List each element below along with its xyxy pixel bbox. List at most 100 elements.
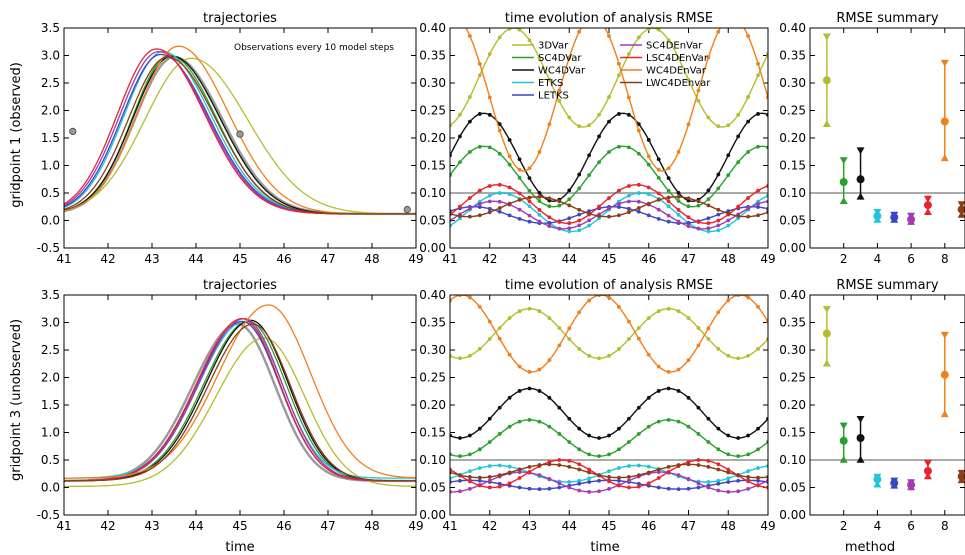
rmse-marker-wc4denvar — [507, 352, 512, 357]
y-tick-label: 0.35 — [419, 316, 446, 330]
rmse-marker-wc4dvar — [646, 138, 651, 142]
rmse-marker-wc4denvar — [716, 29, 721, 34]
x-tick-label: 44 — [562, 519, 577, 533]
rmse-marker-letks — [626, 206, 631, 211]
rmse-marker-wc4dvar — [527, 386, 532, 391]
rmse-marker-lwc4denvar — [527, 195, 532, 200]
rmse-marker-sc4dvar — [636, 151, 641, 156]
rmse-marker-sc4dvar — [587, 173, 592, 178]
rmse-marker-lsc4denvar — [696, 458, 701, 462]
rmse-marker-sc4dvar — [726, 452, 731, 457]
rmse-marker-sc4dvar — [696, 432, 701, 436]
y-tick-label: 0.40 — [779, 288, 806, 302]
rmse-marker-lwc4denvar — [497, 473, 502, 478]
x-tick-label: 49 — [408, 519, 423, 533]
y-tick-label: 0.0 — [41, 214, 60, 228]
rmse-marker-sc4dvar — [746, 150, 751, 154]
rmse-marker-sc4denvar — [756, 201, 760, 206]
x-tick-label: 47 — [681, 519, 696, 533]
rmse-marker-sc4denvar — [517, 207, 522, 212]
rmse-marker-3dvar — [676, 309, 681, 314]
rmse-marker-etks — [636, 191, 641, 195]
y-tick-label: 0.25 — [779, 371, 806, 385]
rmse-marker-lsc4denvar — [567, 458, 572, 463]
max-marker — [856, 147, 865, 155]
rmse-marker-lwc4denvar — [686, 196, 691, 201]
legend-label-sc4dvar: SC4DVar — [538, 53, 582, 64]
axes-frame — [809, 294, 965, 516]
rmse-marker-sc4denvar — [607, 206, 611, 211]
rmse-marker-etks — [567, 480, 572, 484]
x-tick-label: 41 — [442, 519, 457, 533]
rmse-marker-sc4denvar — [726, 489, 731, 494]
y-tick-label: 0.35 — [779, 316, 806, 330]
rmse-marker-lsc4denvar — [527, 470, 532, 474]
rmse-marker-3dvar — [497, 326, 502, 330]
rmse-marker-wc4denvar — [517, 364, 522, 369]
summary-point-lsc4denvar — [923, 460, 932, 480]
legend-label-3dvar: 3DVar — [538, 41, 569, 52]
y-tick-label: 1.0 — [41, 426, 60, 440]
rmse-marker-letks — [666, 219, 671, 224]
rmse-marker-sc4dvar — [517, 175, 522, 180]
x-tick-label: 48 — [721, 519, 736, 533]
rmse-marker-sc4denvar — [587, 489, 592, 494]
trajectory-line-truth — [64, 322, 416, 483]
panel-title: RMSE summary — [836, 278, 938, 293]
rmse-marker-letks — [716, 481, 721, 486]
rmse-marker-sc4denvar — [557, 481, 562, 486]
rmse-marker-sc4dvar — [497, 151, 502, 156]
rmse-marker-lsc4denvar — [527, 199, 532, 204]
rmse-marker-lwc4denvar — [557, 199, 562, 204]
rmse-marker-wc4denvar — [567, 55, 572, 60]
rmse-marker-lsc4denvar — [517, 191, 522, 196]
rmse-marker-lwc4denvar — [507, 470, 512, 475]
rmse-marker-sc4denvar — [636, 199, 641, 204]
rmse-marker-wc4dvar — [607, 433, 611, 438]
min-marker — [856, 455, 865, 463]
rmse-marker-sc4denvar — [656, 207, 661, 212]
rmse-marker-sc4dvar — [458, 454, 462, 459]
min-marker — [839, 197, 848, 204]
rmse-marker-etks — [607, 469, 611, 474]
rmse-marker-etks — [726, 223, 731, 228]
y-tick-label: 0.00 — [419, 241, 446, 255]
rmse-marker-wc4denvar — [458, 18, 462, 22]
rmse-marker-wc4dvar — [527, 176, 532, 181]
observation-point — [403, 205, 411, 214]
rmse-marker-lsc4denvar — [706, 221, 711, 226]
mean-marker — [839, 178, 848, 186]
rmse-marker-lsc4denvar — [706, 458, 711, 463]
summary-point-letks — [890, 211, 899, 223]
rmse-marker-wc4denvar — [527, 369, 532, 374]
rmse-marker-sc4denvar — [716, 488, 721, 493]
rmse-marker-sc4denvar — [746, 206, 751, 211]
rmse-marker-etks — [706, 229, 711, 234]
rmse-marker-wc4dvar — [507, 395, 512, 400]
rmse-marker-letks — [696, 485, 701, 490]
rmse-marker-wc4denvar — [756, 61, 760, 66]
summary-point-etks — [873, 208, 882, 223]
rmse-marker-etks — [716, 228, 721, 233]
rmse-marker-wc4dvar — [696, 405, 701, 410]
rmse-marker-etks — [527, 204, 532, 209]
rmse-marker-sc4denvar — [547, 477, 552, 481]
rmse-marker-etks — [587, 476, 592, 481]
rmse-marker-sc4dvar — [477, 447, 482, 452]
rmse-marker-sc4dvar — [557, 203, 562, 208]
x-tick-label: 41 — [442, 252, 457, 266]
rmse-marker-3dvar — [507, 28, 512, 31]
rmse-marker-lsc4denvar — [477, 188, 482, 193]
rmse-marker-letks — [617, 205, 621, 209]
rmse-marker-3dvar — [676, 56, 681, 60]
rmse-marker-lsc4denvar — [477, 483, 482, 488]
y-tick-label: 0.10 — [779, 186, 806, 200]
rmse-marker-wc4dvar — [487, 112, 492, 117]
rmse-marker-letks — [636, 481, 641, 486]
x-tick-label: 48 — [364, 252, 379, 266]
rmse-marker-sc4dvar — [607, 452, 611, 457]
summary-point-lsc4denvar — [923, 195, 932, 215]
rmse-marker-wc4denvar — [686, 358, 691, 363]
rmse-marker-lsc4denvar — [656, 191, 661, 196]
rmse-marker-letks — [587, 480, 592, 484]
